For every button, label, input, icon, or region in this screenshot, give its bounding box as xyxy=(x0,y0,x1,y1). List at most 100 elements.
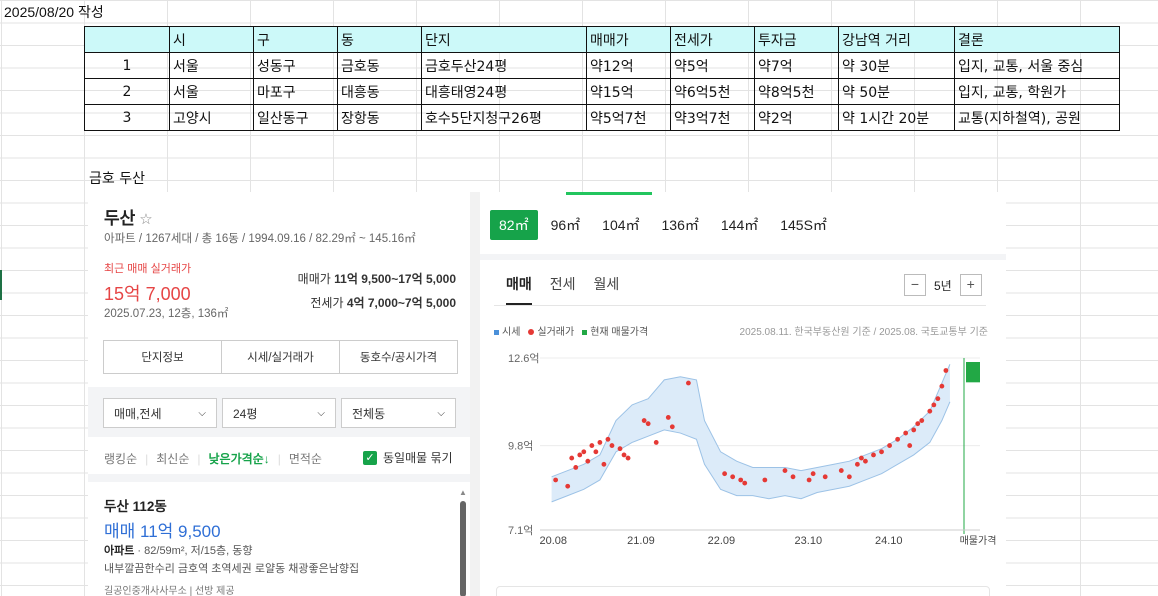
cell[interactable]: 입지, 교통, 서울 중심 xyxy=(954,52,1120,79)
cell[interactable]: 서울 xyxy=(169,78,254,105)
cell[interactable]: 대흥동 xyxy=(337,78,422,105)
cell[interactable]: 2 xyxy=(84,78,170,105)
date-note-cell[interactable]: 2025/08/20 작성 xyxy=(4,4,104,20)
listing-item-price[interactable]: 매매 11억 9,500 xyxy=(104,522,221,541)
cell[interactable]: 성동구 xyxy=(253,52,338,79)
trade-point xyxy=(669,424,675,430)
sort-low-price[interactable]: 낮은가격순↓ xyxy=(208,452,270,466)
unit-price-button[interactable]: 동호수/공시가격 xyxy=(359,352,438,364)
cell[interactable]: 약 50분 xyxy=(838,78,955,105)
panel-gap xyxy=(470,192,480,596)
tab-monthly[interactable]: 월세 xyxy=(593,276,620,292)
trade-point xyxy=(907,443,913,448)
cell[interactable]: 금호두산24평 xyxy=(421,52,587,79)
trade-point xyxy=(895,436,901,442)
sort-divider: | xyxy=(197,451,201,466)
sort-area[interactable]: 면적순 xyxy=(288,452,322,466)
trade-point xyxy=(927,408,933,414)
cell[interactable]: 약5억7천 xyxy=(586,104,671,131)
cell[interactable]: 서울 xyxy=(169,52,254,79)
cell[interactable]: 약 30분 xyxy=(838,52,955,79)
cell[interactable]: 입지, 교통, 학원가 xyxy=(954,78,1120,105)
market-band-upper-line xyxy=(551,364,951,478)
size-tab-82[interactable]: 82㎡ xyxy=(490,210,538,240)
size-tab-96[interactable]: 96㎡ xyxy=(550,217,581,233)
y-tick-label: 7.1억 xyxy=(508,524,533,537)
building-select[interactable]: 전체동 ⌵ xyxy=(341,398,456,428)
x-tick-label: 21.09 xyxy=(627,535,655,547)
trade-point xyxy=(653,440,659,445)
cell[interactable]: 약2억 xyxy=(754,104,839,131)
header-cell[interactable]: 강남역 거리 xyxy=(838,26,955,53)
favorite-star-icon[interactable]: ☆ xyxy=(139,211,153,228)
period-minus-button[interactable]: − xyxy=(904,274,926,296)
price-history-button[interactable]: 시세/실거래가 xyxy=(222,341,340,373)
size-select[interactable]: 24평 ⌵ xyxy=(222,398,336,428)
header-cell[interactable]: 구 xyxy=(253,26,338,53)
scroll-up-icon[interactable]: ▲ xyxy=(459,488,467,497)
listing-item-agent: 길공인중개사사무소 | 선방 제공 xyxy=(104,586,235,596)
listing-item-spec: 아파트 · 82/59m², 저/15층, 동향 xyxy=(104,542,253,558)
cell[interactable]: 약6억5천 xyxy=(670,78,755,105)
cell[interactable]: 약15억 xyxy=(586,78,671,105)
scrollbar-thumb[interactable] xyxy=(460,501,466,596)
recent-trade-price: 15억 7,000 xyxy=(104,284,191,304)
listing-item-title[interactable]: 두산 112동 xyxy=(104,499,167,514)
cell[interactable]: 약12억 xyxy=(586,52,671,79)
trade-point xyxy=(915,421,921,427)
cell[interactable]: 약8억5천 xyxy=(754,78,839,105)
tab-sale[interactable]: 매매 xyxy=(506,274,532,305)
cell[interactable]: 일산동구 xyxy=(253,104,338,131)
trade-point xyxy=(887,443,892,448)
size-tab-104[interactable]: 104㎡ xyxy=(602,217,640,233)
cell[interactable]: 장항동 xyxy=(337,104,422,131)
size-tab-144[interactable]: 144㎡ xyxy=(720,217,759,233)
sort-ranking[interactable]: 랭킹순 xyxy=(104,452,138,466)
header-cell[interactable]: 단지 xyxy=(421,26,587,53)
x-tick-label-listing: 매물가격 xyxy=(960,534,997,547)
listing-scrollbar[interactable]: ▲ xyxy=(459,488,467,596)
group-same-checkbox[interactable]: ✓ 동일매물 묶기 xyxy=(363,449,453,466)
cell[interactable]: 교통(지하철역), 공원 xyxy=(954,104,1120,131)
cell[interactable]: 마포구 xyxy=(253,78,338,105)
chevron-down-icon: ⌵ xyxy=(317,407,325,419)
deal-type-select[interactable]: 매매,전세 ⌵ xyxy=(103,398,217,428)
trade-point xyxy=(911,427,917,433)
header-cell[interactable] xyxy=(84,26,170,53)
x-tick-label: 20.08 xyxy=(539,535,567,547)
group-same-label: 동일매물 묶기 xyxy=(383,451,453,465)
size-tab-136[interactable]: 136㎡ xyxy=(661,217,699,233)
sort-latest[interactable]: 최신순 xyxy=(156,452,190,466)
price-chart[interactable]: 12.6억 9.8억 7.1억 20.08 21.09 22.09 23.10 24.10 매물… xyxy=(480,342,1006,592)
cell[interactable]: 약3억7천 xyxy=(670,104,755,131)
trade-point xyxy=(838,468,844,473)
cell[interactable]: 약5억 xyxy=(670,52,755,79)
header-cell[interactable]: 매매가 xyxy=(586,26,671,53)
trade-point xyxy=(581,449,587,455)
cell[interactable]: 약 1시간 20분 xyxy=(838,104,955,131)
header-cell[interactable]: 결론 xyxy=(954,26,1120,53)
trade-point xyxy=(569,455,575,461)
cell[interactable]: 대흥태영24평 xyxy=(421,78,587,105)
size-tabs: 82㎡ 96㎡ 104㎡ 136㎡ 144㎡ 145S㎡ xyxy=(490,210,840,240)
legend-item-trades: 실거래가 xyxy=(528,323,574,338)
complex-info-button[interactable]: 단지정보 xyxy=(104,341,222,373)
trade-point xyxy=(854,461,860,467)
cell[interactable]: 금호동 xyxy=(337,52,422,79)
section-label-cell[interactable]: 금호 두산 xyxy=(89,171,145,187)
cell[interactable]: 3 xyxy=(84,104,170,131)
x-tick-label: 24.10 xyxy=(875,535,903,547)
tab-jeonse[interactable]: 전세 xyxy=(549,276,576,292)
header-cell[interactable]: 투자금 xyxy=(754,26,839,53)
cell[interactable]: 약7억 xyxy=(754,52,839,79)
trade-point xyxy=(871,452,876,458)
size-tab-145s[interactable]: 145S㎡ xyxy=(780,217,827,233)
size-value: 24평 xyxy=(233,406,258,421)
cell[interactable]: 호수5단지청구26평 xyxy=(421,104,587,131)
header-cell[interactable]: 전세가 xyxy=(670,26,755,53)
header-cell[interactable]: 시 xyxy=(169,26,254,53)
header-cell[interactable]: 동 xyxy=(337,26,422,53)
period-plus-button[interactable]: + xyxy=(959,274,982,296)
cell[interactable]: 1 xyxy=(84,52,170,79)
cell[interactable]: 고양시 xyxy=(169,104,254,131)
